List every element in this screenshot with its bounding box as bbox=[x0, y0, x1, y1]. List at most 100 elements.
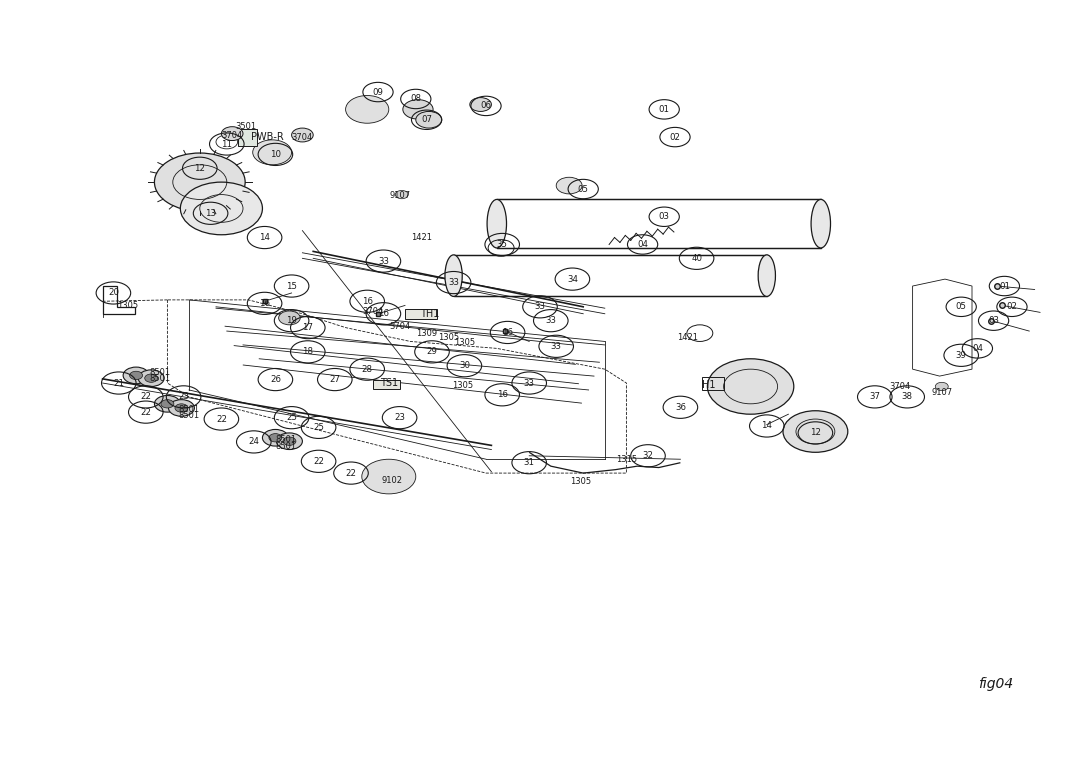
Text: 24: 24 bbox=[248, 437, 259, 446]
Text: 16: 16 bbox=[259, 299, 270, 307]
Text: EPL-N2700: EPL-N2700 bbox=[13, 11, 97, 25]
Text: 8501: 8501 bbox=[275, 436, 297, 444]
Text: 1421: 1421 bbox=[677, 333, 699, 343]
Circle shape bbox=[276, 433, 302, 449]
Text: 149: 149 bbox=[1038, 739, 1067, 753]
Text: 03: 03 bbox=[659, 212, 670, 221]
Text: Appendix: Appendix bbox=[13, 739, 86, 753]
Ellipse shape bbox=[811, 199, 831, 248]
Text: TS1: TS1 bbox=[380, 378, 397, 388]
Text: 25: 25 bbox=[313, 423, 324, 432]
Circle shape bbox=[138, 370, 164, 387]
Circle shape bbox=[253, 140, 292, 165]
Text: 3704: 3704 bbox=[362, 307, 383, 316]
Circle shape bbox=[395, 191, 408, 198]
Circle shape bbox=[154, 153, 245, 211]
Text: 20: 20 bbox=[108, 288, 119, 298]
Text: 1309: 1309 bbox=[416, 329, 437, 338]
Text: 22: 22 bbox=[346, 468, 356, 478]
Text: 12: 12 bbox=[194, 164, 205, 172]
Text: 9102: 9102 bbox=[381, 475, 403, 485]
Text: 02: 02 bbox=[1007, 302, 1017, 311]
Bar bbox=[702, 378, 724, 390]
Text: H1: H1 bbox=[702, 380, 715, 390]
Text: 09: 09 bbox=[373, 88, 383, 97]
Bar bbox=[238, 130, 257, 146]
Text: 8501: 8501 bbox=[275, 443, 297, 451]
Text: 14: 14 bbox=[259, 233, 270, 242]
Text: 22: 22 bbox=[216, 414, 227, 423]
Circle shape bbox=[130, 372, 143, 379]
Text: 06: 06 bbox=[481, 101, 491, 111]
Text: Revision A: Revision A bbox=[986, 11, 1067, 25]
Circle shape bbox=[180, 182, 262, 235]
Text: 8501: 8501 bbox=[149, 374, 171, 383]
Circle shape bbox=[168, 400, 194, 417]
Circle shape bbox=[556, 177, 582, 194]
Circle shape bbox=[346, 95, 389, 124]
Circle shape bbox=[161, 400, 174, 408]
Text: 39: 39 bbox=[956, 351, 967, 360]
Text: 1305: 1305 bbox=[437, 333, 459, 343]
Text: 22: 22 bbox=[140, 407, 151, 417]
Text: 14: 14 bbox=[761, 421, 772, 430]
Ellipse shape bbox=[445, 255, 462, 296]
Text: 33: 33 bbox=[524, 378, 535, 388]
Text: 16: 16 bbox=[502, 328, 513, 337]
Bar bbox=[373, 380, 400, 388]
Text: 22: 22 bbox=[140, 392, 151, 401]
Text: 19: 19 bbox=[286, 316, 297, 325]
Circle shape bbox=[470, 98, 491, 111]
Circle shape bbox=[707, 359, 794, 414]
Text: 28: 28 bbox=[362, 365, 373, 374]
Text: 1305: 1305 bbox=[570, 477, 592, 486]
Text: 3704: 3704 bbox=[221, 130, 243, 140]
Text: 11: 11 bbox=[221, 140, 232, 149]
Text: 23: 23 bbox=[178, 392, 189, 401]
Circle shape bbox=[783, 410, 848, 452]
Text: 9107: 9107 bbox=[389, 192, 410, 201]
Circle shape bbox=[154, 395, 180, 412]
Bar bbox=[497, 199, 821, 248]
Text: 04: 04 bbox=[637, 240, 648, 249]
Text: 32: 32 bbox=[643, 451, 653, 460]
Text: 02: 02 bbox=[670, 133, 680, 142]
Circle shape bbox=[403, 100, 433, 119]
Circle shape bbox=[145, 374, 158, 382]
Text: 01: 01 bbox=[659, 105, 670, 114]
Ellipse shape bbox=[487, 199, 507, 248]
Text: 10: 10 bbox=[270, 150, 281, 159]
Circle shape bbox=[283, 437, 296, 446]
Text: 1315: 1315 bbox=[616, 455, 637, 464]
Text: 23: 23 bbox=[394, 414, 405, 422]
Text: 04: 04 bbox=[972, 344, 983, 353]
Text: Exploded Diagrams: Exploded Diagrams bbox=[464, 739, 616, 753]
Text: 3704: 3704 bbox=[389, 322, 410, 330]
Text: PWB-R: PWB-R bbox=[252, 132, 284, 142]
Text: 33: 33 bbox=[545, 316, 556, 325]
Text: 08: 08 bbox=[410, 95, 421, 104]
Text: 8501: 8501 bbox=[149, 368, 171, 377]
Text: 25: 25 bbox=[286, 414, 297, 422]
Text: 33: 33 bbox=[448, 278, 459, 287]
Text: 16: 16 bbox=[362, 297, 373, 306]
Bar bbox=[454, 255, 767, 296]
Text: 29: 29 bbox=[427, 347, 437, 356]
Text: 35: 35 bbox=[497, 240, 508, 249]
Text: 1421: 1421 bbox=[410, 233, 432, 242]
Text: 1305: 1305 bbox=[454, 338, 475, 347]
Circle shape bbox=[416, 111, 442, 128]
Text: 07: 07 bbox=[421, 115, 432, 124]
Text: 40: 40 bbox=[691, 254, 702, 262]
Text: 34: 34 bbox=[567, 275, 578, 284]
Bar bbox=[405, 309, 437, 319]
Text: 03: 03 bbox=[988, 316, 999, 325]
Circle shape bbox=[935, 382, 948, 391]
Text: 26: 26 bbox=[270, 375, 281, 384]
Text: 31: 31 bbox=[524, 459, 535, 467]
Text: 27: 27 bbox=[329, 375, 340, 384]
Text: 3501: 3501 bbox=[235, 122, 257, 131]
Text: 01: 01 bbox=[999, 282, 1010, 291]
Text: 30: 30 bbox=[459, 361, 470, 370]
Circle shape bbox=[292, 128, 313, 142]
